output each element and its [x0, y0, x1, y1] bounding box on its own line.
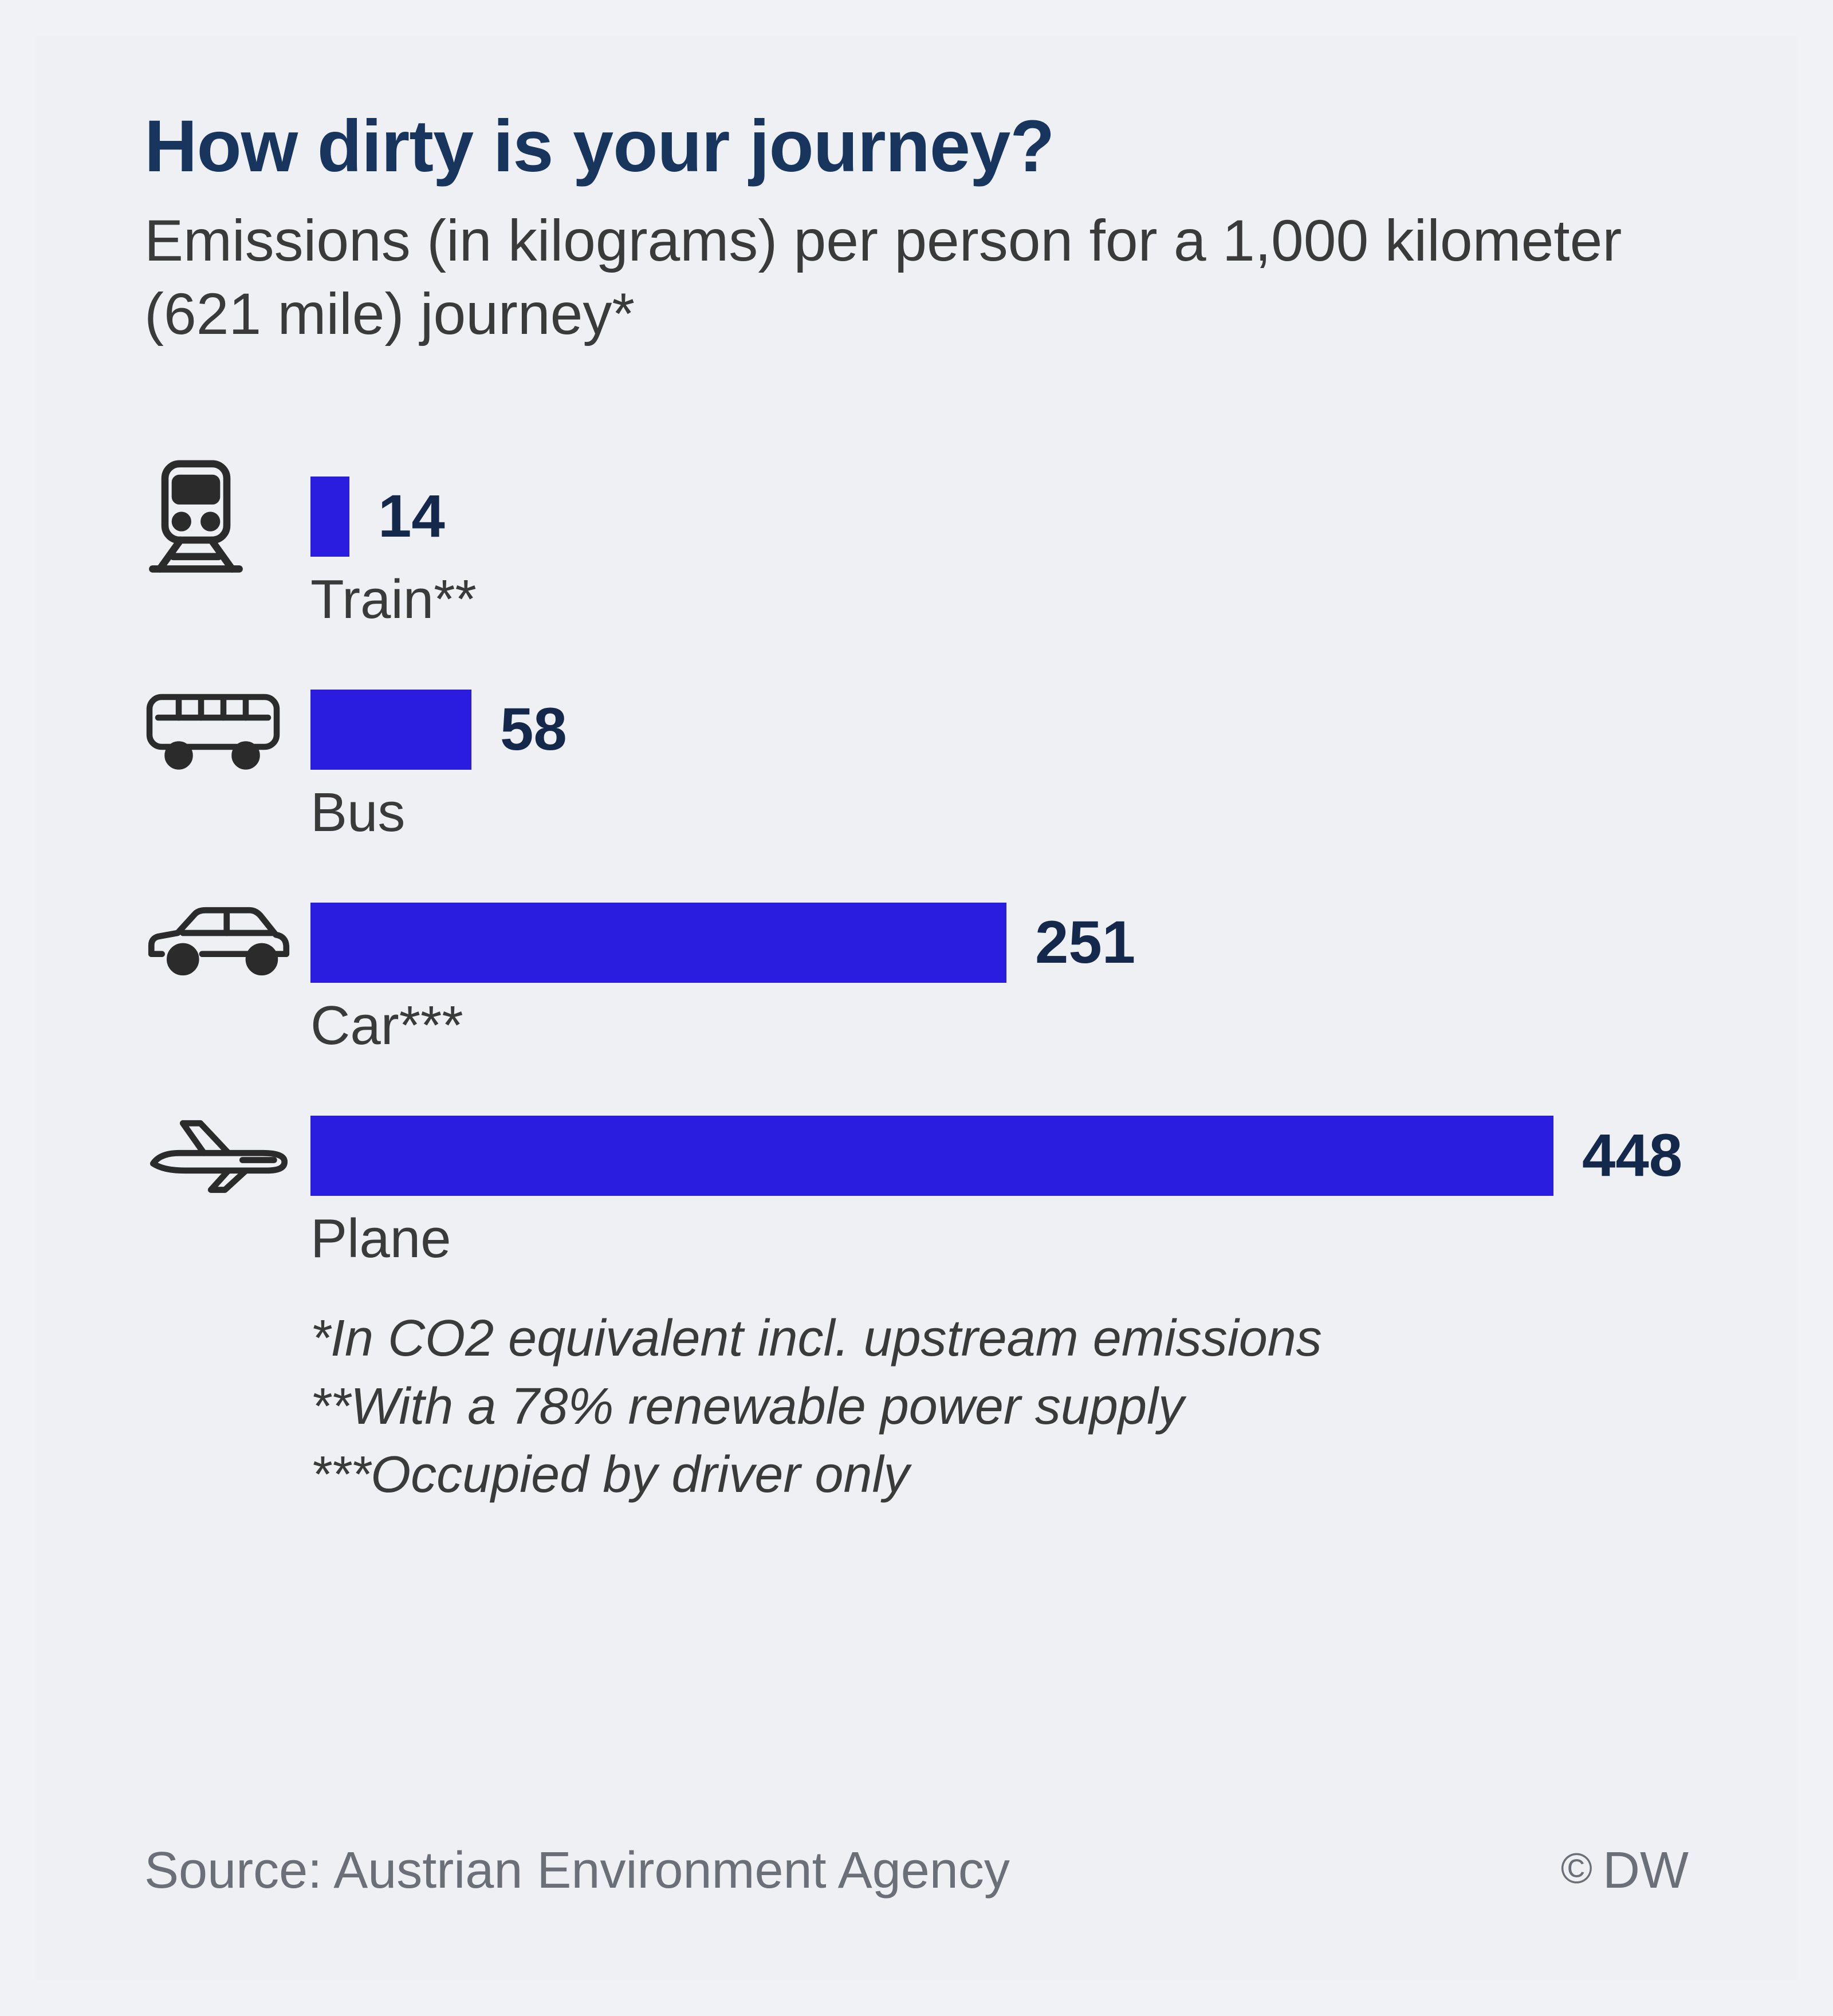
- emission-value: 448: [1582, 1121, 1682, 1190]
- row-icon-slot: [144, 684, 310, 775]
- bar-row-top: 58: [144, 684, 1729, 775]
- bar-rows: 14 Train**: [144, 471, 1729, 1270]
- bar-row-top: 251: [144, 897, 1729, 989]
- chart-title: How dirty is your journey?: [144, 104, 1729, 188]
- emission-bar: [310, 477, 349, 557]
- row-icon-slot: [144, 471, 310, 562]
- footnote-line: *In CO2 equivalent incl. upstream emissi…: [310, 1305, 1729, 1373]
- emission-value: 58: [500, 695, 567, 764]
- bar-row-top: 448: [144, 1110, 1729, 1202]
- bar-row: 58 Bus: [144, 684, 1729, 844]
- train-icon: [144, 458, 247, 576]
- emission-bar: [310, 903, 1006, 983]
- copyright: © DW: [1561, 1841, 1689, 1900]
- source-label: Source: Austrian Environment Agency: [144, 1841, 1010, 1900]
- row-label: Train**: [310, 568, 1729, 631]
- row-label: Plane: [310, 1207, 1729, 1270]
- footnote-line: ***Occupied by driver only: [310, 1441, 1729, 1509]
- emission-value: 251: [1035, 908, 1135, 977]
- emission-value: 14: [378, 482, 445, 551]
- copyright-holder: DW: [1603, 1841, 1689, 1900]
- bar-row: 251 Car***: [144, 897, 1729, 1057]
- copyright-symbol: ©: [1561, 1844, 1592, 1893]
- infographic-card: How dirty is your journey? Emissions (in…: [36, 36, 1797, 1980]
- car-icon: [144, 903, 293, 982]
- row-icon-slot: [144, 1110, 310, 1202]
- emission-bar: [310, 690, 471, 770]
- bar-row-top: 14: [144, 471, 1729, 562]
- footnotes: *In CO2 equivalent incl. upstream emissi…: [310, 1305, 1729, 1509]
- chart-subtitle: Emissions (in kilograms) per person for …: [144, 204, 1634, 351]
- footnote-line: **With a 78% renewable power supply: [310, 1373, 1729, 1441]
- footer: Source: Austrian Environment Agency © DW: [144, 1841, 1689, 1900]
- emission-bar: [310, 1116, 1553, 1196]
- row-label: Car***: [310, 994, 1729, 1057]
- bus-icon: [144, 687, 282, 773]
- row-label: Bus: [310, 781, 1729, 844]
- bar-row: 14 Train**: [144, 471, 1729, 631]
- bar-row: 448 Plane: [144, 1110, 1729, 1270]
- row-icon-slot: [144, 897, 310, 989]
- plane-icon: [144, 1116, 293, 1195]
